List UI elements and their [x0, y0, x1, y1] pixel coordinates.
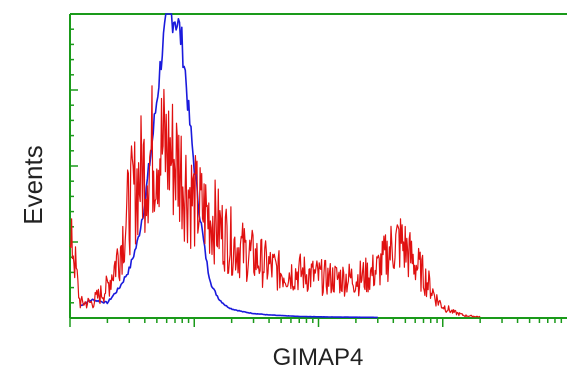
- x-axis-ticks: [69, 318, 563, 327]
- series-red-histogram: [69, 85, 481, 318]
- y-axis-label: Events: [18, 145, 48, 225]
- x-axis-label: GIMAP4: [273, 344, 364, 371]
- series-blue-histogram: [79, 13, 378, 319]
- y-axis-ticks: [70, 13, 78, 319]
- series-layer: [69, 13, 481, 319]
